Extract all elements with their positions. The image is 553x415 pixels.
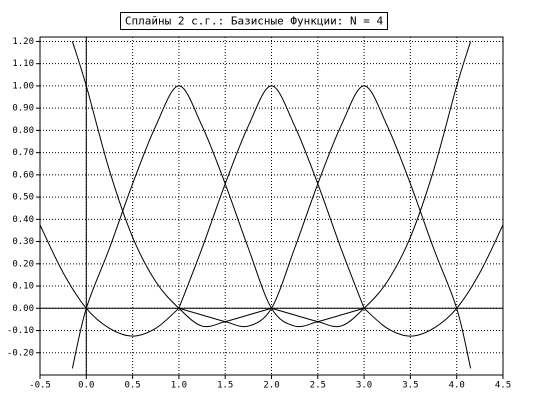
x-tick-label: 3.0 xyxy=(356,381,372,391)
y-tick-label: 0.00 xyxy=(12,304,34,314)
y-tick-label: -0.20 xyxy=(7,348,34,358)
y-tick-label: 0.90 xyxy=(12,104,34,114)
y-tick-label: 0.20 xyxy=(12,259,34,269)
series-line xyxy=(271,41,472,328)
y-tick-label: 0.40 xyxy=(12,215,34,225)
x-tick-label: 1.0 xyxy=(171,381,187,391)
y-tick-label: 0.80 xyxy=(12,126,34,136)
plot-frame xyxy=(39,36,504,376)
title-box xyxy=(120,12,388,30)
y-tick-label: 0.50 xyxy=(12,193,34,203)
series-line xyxy=(178,85,472,369)
x-tick-label: 2.0 xyxy=(263,381,279,391)
x-tick-label: 4.0 xyxy=(449,381,465,391)
y-tick-label: 1.00 xyxy=(12,81,34,91)
x-tick-label: 3.5 xyxy=(402,381,418,391)
y-tick-label: 0.30 xyxy=(12,237,34,247)
series-line xyxy=(363,224,504,337)
x-tick-label: 0.5 xyxy=(124,381,140,391)
series-line xyxy=(178,85,365,309)
series-line xyxy=(71,41,272,328)
x-tick-label: 4.5 xyxy=(495,381,511,391)
chart-title: Сплайны 2 с.г.: Базисные Функции: N = 4 xyxy=(125,15,384,28)
y-tick-label: 0.70 xyxy=(12,148,34,158)
y-tick-label: -0.10 xyxy=(7,326,34,336)
y-tick-label: 1.10 xyxy=(12,59,34,69)
x-tick-label: 0.0 xyxy=(78,381,94,391)
series-line xyxy=(71,85,365,369)
y-tick-label: 0.60 xyxy=(12,170,34,180)
x-tick-label: -0.5 xyxy=(29,381,51,391)
y-tick-label: 1.20 xyxy=(12,37,34,47)
x-tick-label: 2.5 xyxy=(310,381,326,391)
series-line xyxy=(39,224,180,337)
x-tick-label: 1.5 xyxy=(217,381,233,391)
y-tick-label: 0.10 xyxy=(12,282,34,292)
